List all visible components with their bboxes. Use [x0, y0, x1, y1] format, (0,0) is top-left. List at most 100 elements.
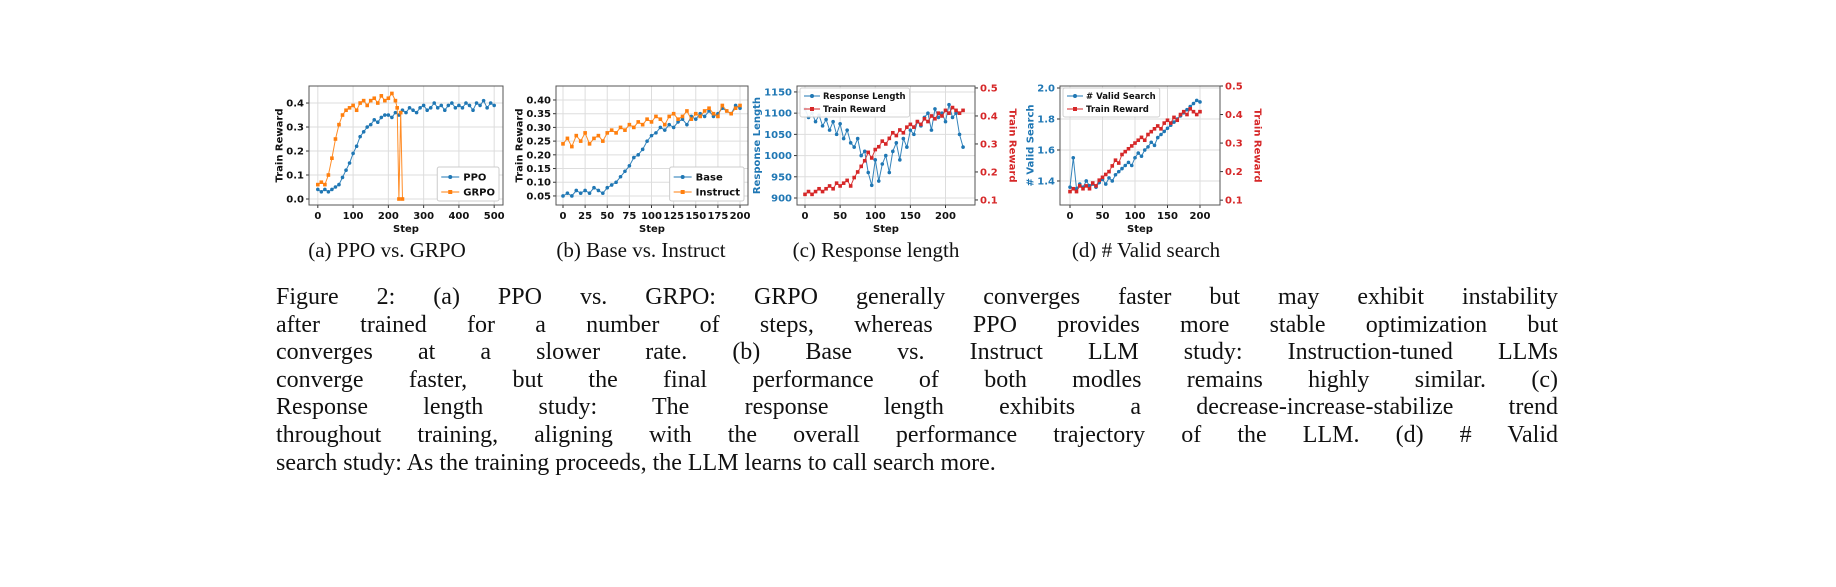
- data-point: [1123, 149, 1128, 154]
- chart-b: 0 25 50 75 100 125 150 175 200 0.05 0.10 0.15 0.20 0.…: [514, 85, 751, 235]
- legend-label: Response Length: [823, 92, 906, 102]
- data-point: [866, 170, 871, 175]
- x-tick-label: 0: [560, 211, 567, 222]
- data-point: [351, 103, 355, 108]
- data-point: [1149, 129, 1154, 134]
- y-tick-label: 2.0: [1037, 84, 1055, 95]
- data-point: [838, 184, 842, 188]
- y-axis-label: Response Length: [752, 97, 763, 194]
- data-point: [565, 191, 570, 196]
- data-point: [1194, 98, 1199, 103]
- data-point: [834, 132, 839, 137]
- data-point: [824, 117, 828, 122]
- data-point: [636, 153, 641, 157]
- data-point: [439, 103, 444, 108]
- data-point: [383, 98, 387, 103]
- data-point: [574, 188, 579, 193]
- data-point: [1081, 186, 1085, 191]
- x-tick-label: 0: [314, 211, 321, 222]
- data-point: [1152, 127, 1157, 131]
- data-point: [492, 103, 496, 108]
- data-point: [453, 106, 458, 110]
- data-point: [733, 106, 738, 111]
- data-point: [891, 130, 895, 135]
- data-point: [478, 103, 482, 108]
- data-point: [876, 144, 881, 149]
- chart-c: 0 50 100 150 200 900 950 1000 1050 1100 1150 0.1 0.2…: [752, 83, 1018, 235]
- subcaption-c: (c) Response length: [792, 238, 960, 262]
- data-point: [733, 103, 738, 108]
- data-point: [395, 106, 399, 110]
- x-axis-label: Step: [1127, 224, 1153, 235]
- data-point: [954, 111, 958, 115]
- data-point: [859, 153, 864, 158]
- data-point: [936, 115, 941, 120]
- data-point: [693, 117, 698, 121]
- data-point: [654, 131, 658, 135]
- series-line: [804, 106, 964, 196]
- data-point: [1159, 132, 1163, 137]
- data-point: [883, 142, 888, 146]
- y-right-tick-label: 0.2: [1225, 167, 1243, 178]
- data-point: [862, 149, 867, 154]
- data-point: [347, 161, 352, 165]
- figure-caption: Figure 2: (a) PPO vs. GRPO: GRPO general…: [276, 284, 1558, 477]
- data-point: [358, 134, 362, 139]
- data-point: [894, 141, 899, 145]
- data-point: [943, 119, 948, 124]
- data-point: [1191, 101, 1196, 106]
- data-point: [601, 191, 605, 196]
- data-point: [1094, 184, 1098, 188]
- data-point: [592, 185, 596, 190]
- legend-marker: [448, 175, 453, 179]
- data-point: [361, 130, 366, 134]
- data-point: [671, 111, 676, 116]
- data-point: [1077, 184, 1082, 188]
- data-point: [645, 117, 649, 121]
- data-point: [488, 101, 493, 105]
- data-point: [803, 192, 807, 197]
- chart-a: 0 100 200 300 400 500 0.0 0.1 0.2 0.3 0.4 Step Train…: [274, 85, 505, 235]
- data-point: [578, 191, 583, 196]
- data-point: [316, 182, 320, 187]
- y-right-tick-label: 0.1: [980, 195, 998, 206]
- data-point: [1116, 161, 1121, 165]
- data-point: [912, 132, 916, 137]
- data-point: [1107, 176, 1111, 180]
- legend-label: Train Reward: [1086, 105, 1149, 115]
- data-point: [680, 114, 685, 119]
- legend-box: [799, 87, 911, 118]
- data-point: [1126, 160, 1131, 165]
- x-tick-label: 400: [448, 211, 469, 222]
- data-point: [618, 125, 623, 130]
- data-point: [358, 101, 362, 105]
- data-point: [898, 158, 902, 162]
- data-point: [698, 114, 702, 119]
- data-point: [333, 185, 338, 189]
- legend-label: Instruct: [696, 188, 741, 199]
- data-point: [605, 185, 610, 190]
- data-point: [460, 106, 465, 110]
- data-point: [869, 183, 874, 188]
- data-point: [820, 124, 825, 128]
- data-point: [827, 184, 832, 188]
- y-right-tick-label: 0.5: [1225, 82, 1243, 93]
- data-point: [574, 133, 579, 138]
- x-tick-label: 25: [578, 211, 592, 222]
- data-point: [905, 125, 909, 129]
- data-point: [623, 169, 627, 174]
- data-point: [627, 163, 632, 168]
- axes-frame: [1059, 85, 1221, 206]
- x-tick-label: 150: [1157, 211, 1178, 222]
- data-point: [957, 132, 962, 137]
- data-point: [425, 108, 429, 113]
- data-point: [316, 187, 320, 192]
- data-point: [845, 178, 849, 183]
- y-tick-label: 1.6: [1037, 145, 1055, 156]
- x-axis-label: Step: [873, 224, 899, 235]
- data-point: [375, 101, 380, 105]
- y-tick-label: 900: [771, 194, 792, 205]
- data-point: [859, 164, 864, 169]
- data-point: [386, 113, 391, 117]
- data-point: [481, 98, 486, 103]
